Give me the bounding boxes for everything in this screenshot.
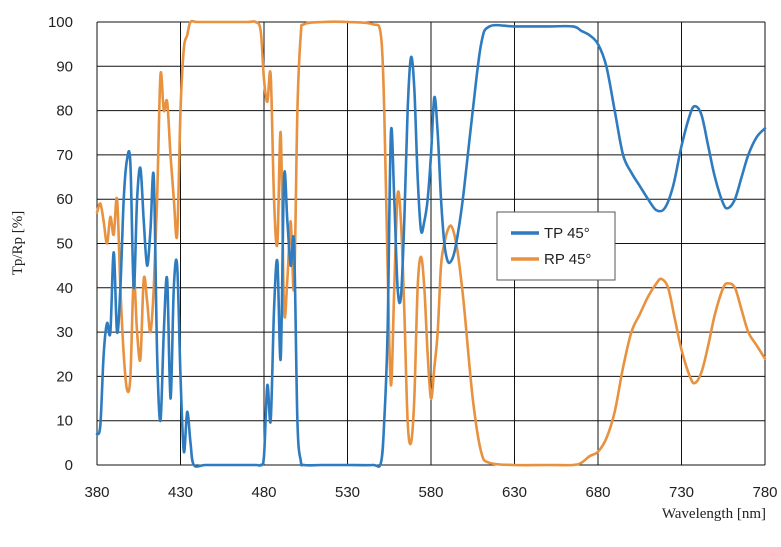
x-tick-label: 580 xyxy=(418,484,443,501)
x-tick-label: 630 xyxy=(502,484,527,501)
legend-label-rp: RP 45° xyxy=(544,251,591,268)
y-tick-label: 80 xyxy=(56,103,73,120)
legend: TP 45° RP 45° xyxy=(496,211,616,281)
x-tick-label: 430 xyxy=(168,484,193,501)
y-tick-label: 30 xyxy=(56,324,73,341)
x-tick-label: 680 xyxy=(585,484,610,501)
x-axis-label: Wavelength [nm] xyxy=(662,506,766,522)
y-tick-label: 60 xyxy=(56,191,73,208)
y-tick-label: 90 xyxy=(56,58,73,75)
y-tick-labels: 0 10 20 30 40 50 60 70 80 90 100 xyxy=(48,14,73,474)
y-tick-label: 0 xyxy=(65,457,73,474)
x-tick-labels: 380 430 480 530 580 630 680 730 780 xyxy=(84,484,777,501)
y-tick-label: 10 xyxy=(56,413,73,430)
y-tick-label: 40 xyxy=(56,280,73,297)
x-tick-label: 480 xyxy=(251,484,276,501)
y-tick-label: 70 xyxy=(56,147,73,164)
x-tick-label: 380 xyxy=(84,484,109,501)
x-tick-label: 530 xyxy=(335,484,360,501)
x-tick-label: 780 xyxy=(752,484,777,501)
series-lines xyxy=(95,19,767,468)
legend-box xyxy=(496,211,616,281)
y-axis-label: Tp/Rp [%] xyxy=(10,211,26,276)
legend-label-tp: TP 45° xyxy=(544,225,590,242)
y-tick-label: 100 xyxy=(48,14,73,31)
y-tick-label: 50 xyxy=(56,236,73,253)
x-tick-label: 730 xyxy=(669,484,694,501)
series-line-tp xyxy=(95,23,767,468)
y-tick-label: 20 xyxy=(56,368,73,385)
